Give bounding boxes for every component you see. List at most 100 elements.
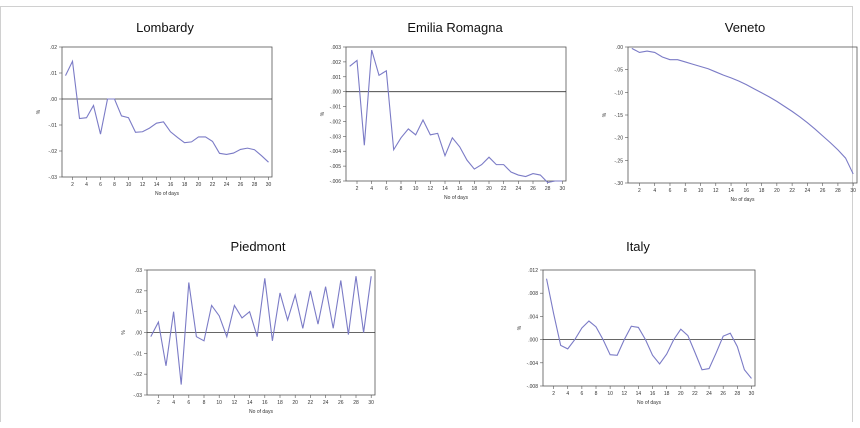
- chart-3-data-point: [730, 77, 731, 78]
- chart-2-data-point: [510, 171, 511, 172]
- chart-3-ytick-label: -.25: [614, 158, 623, 164]
- chart-2-xtick-label: 22: [501, 186, 507, 192]
- chart-5-data-point: [631, 326, 632, 327]
- chart-1-ytick-label: .02: [50, 45, 57, 51]
- chart-2-data-point: [466, 160, 467, 161]
- chart-4-data-point: [211, 305, 212, 306]
- chart-4-data-point: [340, 280, 341, 281]
- chart-5-ylabel: %: [517, 325, 523, 330]
- chart-3-ytick-label: -.20: [614, 136, 623, 142]
- frame-top-line: [0, 6, 852, 7]
- chart-5-ytick-label: -.004: [527, 361, 539, 367]
- chart-1-ytick-label: -.03: [48, 175, 57, 181]
- chart-2-data-point: [554, 180, 555, 181]
- chart-5-data-point: [652, 355, 653, 356]
- chart-2-ytick-label: .001: [331, 75, 341, 81]
- chart-3-data-point: [769, 96, 770, 97]
- chart-2-data-point: [496, 164, 497, 165]
- chart-3-data-point: [822, 135, 823, 136]
- chart-2-xtick-label: 8: [400, 186, 403, 192]
- chart-4-title: Piedmont: [231, 239, 286, 254]
- chart-3-data-point: [853, 173, 854, 174]
- chart-2-title: Emilia Romagna: [407, 20, 503, 35]
- chart-1-data-point: [107, 98, 108, 99]
- chart-5-ytick-label: .004: [528, 314, 538, 320]
- chart-5-data-point: [610, 354, 611, 355]
- chart-3-data-point: [677, 59, 678, 60]
- chart-3-ytick-label: -.30: [614, 181, 623, 187]
- chart-4-data-point: [279, 292, 280, 293]
- chart-3-data-point: [837, 149, 838, 150]
- chart-2-data-point: [408, 128, 409, 129]
- chart-4-data-point: [355, 276, 356, 277]
- chart-1-xtick-label: 12: [140, 182, 146, 188]
- chart-3-data-point: [799, 116, 800, 117]
- chart-3-xtick-label: 8: [684, 188, 687, 194]
- chart-5-data-point: [553, 313, 554, 314]
- chart-1-data-point: [72, 61, 73, 62]
- chart-1-data-point: [135, 132, 136, 133]
- chart-4-data-point: [302, 328, 303, 329]
- chart-1-data-point: [254, 149, 255, 150]
- chart-1-ytick-label: .00: [50, 97, 57, 103]
- chart-2-data-point: [459, 146, 460, 147]
- chart-3-data-point: [685, 61, 686, 62]
- chart-2-ylabel: %: [320, 111, 326, 116]
- chart-3-data-point: [700, 66, 701, 67]
- chart-5-data-point: [723, 336, 724, 337]
- chart-5-data-point: [751, 378, 752, 379]
- chart-5-xtick-label: 6: [580, 391, 583, 397]
- chart-1-data-point: [65, 75, 66, 76]
- chart-2-ytick-label: .002: [331, 60, 341, 66]
- chart-5-data-point: [546, 278, 547, 279]
- chart-2-data-point: [488, 157, 489, 158]
- chart-3-data-point: [646, 50, 647, 51]
- chart-5-ytick-label: .000: [528, 338, 538, 344]
- chart-5-data-point: [680, 329, 681, 330]
- chart-3-data-point: [845, 157, 846, 158]
- chart-3-series-line: [631, 47, 854, 175]
- chart-5-data-point: [567, 348, 568, 349]
- chart-3-xtick-label: 10: [698, 188, 704, 194]
- chart-3-xtick-label: 24: [805, 188, 811, 194]
- chart-1-xtick-label: 2: [71, 182, 74, 188]
- chart-4-ylabel: %: [121, 330, 127, 335]
- chart-3-xtick-label: 18: [759, 188, 765, 194]
- chart-2-data-point: [356, 60, 357, 61]
- frame-left-line: [0, 6, 1, 422]
- chart-4-data-point: [203, 340, 204, 341]
- chart-2-data-point: [349, 66, 350, 67]
- chart-3-xtick-label: 20: [774, 188, 780, 194]
- chart-1-data-point: [93, 105, 94, 106]
- chart-1-data-point: [121, 115, 122, 116]
- chart-1-xtick-label: 24: [224, 182, 230, 188]
- chart-3-ytick-label: -.05: [614, 68, 623, 74]
- chart-5-data-point: [708, 368, 709, 369]
- chart-2-data-point: [386, 70, 387, 71]
- chart-3-data-point: [746, 84, 747, 85]
- chart-2-data-point: [562, 180, 563, 181]
- chart-4-data-point: [363, 332, 364, 333]
- chart-4-data-point: [165, 365, 166, 366]
- chart-4-data-point: [333, 328, 334, 329]
- chart-4-xtick-label: 22: [308, 400, 314, 406]
- chart-1-xtick-label: 20: [196, 182, 202, 188]
- chart-1-data-point: [170, 131, 171, 132]
- chart-3-data-point: [830, 142, 831, 143]
- chart-5-data-point: [624, 339, 625, 340]
- chart-2-data-point: [503, 164, 504, 165]
- chart-5-data-point: [687, 335, 688, 336]
- chart-1-data-point: [233, 152, 234, 153]
- chart-2-data-point: [547, 182, 548, 183]
- chart-1-xtick-label: 10: [126, 182, 132, 188]
- chart-5-title: Italy: [626, 239, 650, 254]
- chart-1-data-point: [156, 123, 157, 124]
- chart-4-xtick-label: 2: [157, 400, 160, 406]
- chart-4-ytick-label: .00: [135, 331, 142, 337]
- chart-4-data-point: [317, 324, 318, 325]
- chart-2-data-point: [540, 174, 541, 175]
- chart-3-xtick-label: 14: [728, 188, 734, 194]
- chart-2-ytick-label: -.004: [330, 149, 342, 155]
- chart-3-title: Veneto: [725, 20, 766, 35]
